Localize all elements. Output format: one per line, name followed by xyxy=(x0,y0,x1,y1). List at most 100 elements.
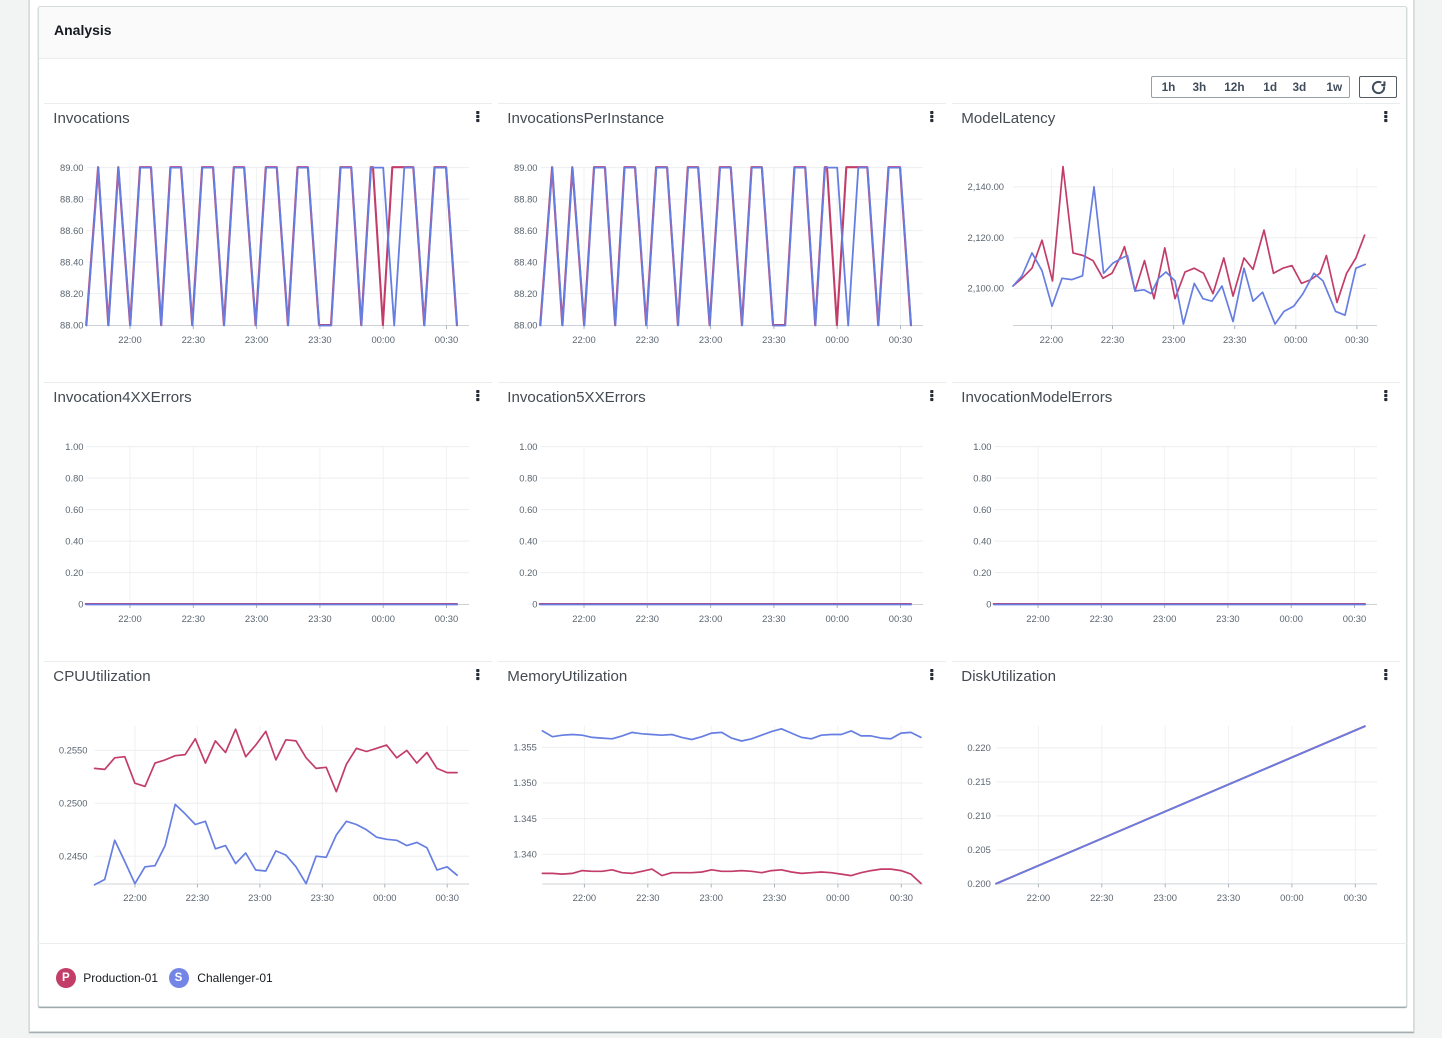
svg-text:ModelLatency: ModelLatency xyxy=(961,110,1055,127)
svg-text:1.00: 1.00 xyxy=(65,441,83,452)
svg-text:0.60: 0.60 xyxy=(973,504,991,515)
svg-text:23:30: 23:30 xyxy=(311,892,334,903)
svg-text:00:00: 00:00 xyxy=(826,892,849,903)
svg-text:88.00: 88.00 xyxy=(514,320,537,331)
svg-text:23:00: 23:00 xyxy=(699,892,722,903)
svg-text:2,120.00: 2,120.00 xyxy=(968,232,1005,243)
svg-text:2,100.00: 2,100.00 xyxy=(968,283,1005,294)
svg-text:23:00: 23:00 xyxy=(245,334,268,345)
svg-text:0.200: 0.200 xyxy=(967,878,990,889)
svg-text:0.60: 0.60 xyxy=(519,504,537,515)
svg-text:0.40: 0.40 xyxy=(65,535,83,546)
svg-text:22:00: 22:00 xyxy=(572,334,595,345)
svg-text:22:30: 22:30 xyxy=(186,892,209,903)
svg-text:22:30: 22:30 xyxy=(1090,892,1113,903)
svg-text:23:30: 23:30 xyxy=(762,334,785,345)
svg-text:1.350: 1.350 xyxy=(513,777,536,788)
svg-text:23:00: 23:00 xyxy=(1153,892,1176,903)
svg-text:00:30: 00:30 xyxy=(1343,613,1366,624)
svg-text:22:00: 22:00 xyxy=(1040,334,1063,345)
svg-text:0.215: 0.215 xyxy=(967,776,990,787)
svg-text:88.80: 88.80 xyxy=(514,193,537,204)
svg-text:0.40: 0.40 xyxy=(519,535,537,546)
svg-text:0.20: 0.20 xyxy=(973,567,991,578)
svg-text:22:00: 22:00 xyxy=(572,613,595,624)
svg-text:InvocationModelErrors: InvocationModelErrors xyxy=(961,389,1112,406)
svg-text:22:30: 22:30 xyxy=(1101,334,1124,345)
svg-text:Invocation4XXErrors: Invocation4XXErrors xyxy=(53,389,191,406)
svg-text:CPUUtilization: CPUUtilization xyxy=(53,668,150,685)
svg-text:0.2500: 0.2500 xyxy=(59,798,88,809)
svg-text:22:30: 22:30 xyxy=(636,334,659,345)
svg-text:00:30: 00:30 xyxy=(890,892,913,903)
svg-text:22:30: 22:30 xyxy=(182,613,205,624)
svg-text:23:00: 23:00 xyxy=(699,613,722,624)
svg-text:00:00: 00:00 xyxy=(371,334,394,345)
svg-text:00:30: 00:30 xyxy=(435,334,458,345)
svg-text:23:30: 23:30 xyxy=(762,613,785,624)
svg-text:0.220: 0.220 xyxy=(967,742,990,753)
svg-text:88.20: 88.20 xyxy=(60,288,83,299)
svg-text:0: 0 xyxy=(532,599,537,610)
svg-text:88.60: 88.60 xyxy=(60,225,83,236)
svg-text:22:30: 22:30 xyxy=(636,892,659,903)
svg-text:0.80: 0.80 xyxy=(973,472,991,483)
svg-text:22:00: 22:00 xyxy=(1027,892,1050,903)
svg-text:1.00: 1.00 xyxy=(973,441,991,452)
svg-text:23:30: 23:30 xyxy=(308,613,331,624)
svg-text:23:30: 23:30 xyxy=(308,334,331,345)
svg-text:0.210: 0.210 xyxy=(967,810,990,821)
svg-text:23:30: 23:30 xyxy=(1223,334,1246,345)
svg-text:0.20: 0.20 xyxy=(519,567,537,578)
svg-text:22:30: 22:30 xyxy=(182,334,205,345)
svg-text:00:00: 00:00 xyxy=(1279,613,1302,624)
svg-text:22:00: 22:00 xyxy=(123,892,146,903)
svg-text:23:00: 23:00 xyxy=(1153,613,1176,624)
svg-text:1.00: 1.00 xyxy=(519,441,537,452)
svg-text:22:00: 22:00 xyxy=(1026,613,1049,624)
svg-text:23:00: 23:00 xyxy=(1162,334,1185,345)
svg-text:00:30: 00:30 xyxy=(889,613,912,624)
svg-text:00:30: 00:30 xyxy=(435,892,458,903)
svg-text:Invocation5XXErrors: Invocation5XXErrors xyxy=(507,389,645,406)
svg-text:23:00: 23:00 xyxy=(248,892,271,903)
svg-text:89.00: 89.00 xyxy=(60,162,83,173)
svg-text:00:30: 00:30 xyxy=(889,334,912,345)
svg-text:88.40: 88.40 xyxy=(60,256,83,267)
svg-text:00:30: 00:30 xyxy=(1344,892,1367,903)
svg-text:0.80: 0.80 xyxy=(65,472,83,483)
svg-text:88.80: 88.80 xyxy=(60,193,83,204)
svg-text:88.20: 88.20 xyxy=(514,288,537,299)
svg-text:88.00: 88.00 xyxy=(60,320,83,331)
svg-text:23:30: 23:30 xyxy=(763,892,786,903)
svg-text:22:30: 22:30 xyxy=(1090,613,1113,624)
svg-text:89.00: 89.00 xyxy=(514,162,537,173)
svg-text:0.80: 0.80 xyxy=(519,472,537,483)
svg-text:00:00: 00:00 xyxy=(825,613,848,624)
svg-text:00:00: 00:00 xyxy=(1280,892,1303,903)
svg-text:23:00: 23:00 xyxy=(699,334,722,345)
svg-text:1.340: 1.340 xyxy=(513,848,536,859)
svg-text:23:00: 23:00 xyxy=(245,613,268,624)
svg-text:1.355: 1.355 xyxy=(513,742,536,753)
svg-text:22:00: 22:00 xyxy=(573,892,596,903)
svg-text:DiskUtilization: DiskUtilization xyxy=(961,668,1056,685)
svg-text:00:00: 00:00 xyxy=(1284,334,1307,345)
svg-text:0.205: 0.205 xyxy=(967,844,990,855)
svg-text:00:00: 00:00 xyxy=(373,892,396,903)
svg-text:00:00: 00:00 xyxy=(371,613,394,624)
svg-text:Invocations: Invocations xyxy=(53,110,129,127)
svg-text:22:30: 22:30 xyxy=(636,613,659,624)
svg-text:00:00: 00:00 xyxy=(825,334,848,345)
svg-text:0: 0 xyxy=(78,599,83,610)
svg-text:88.60: 88.60 xyxy=(514,225,537,236)
svg-text:00:30: 00:30 xyxy=(435,613,458,624)
svg-text:InvocationsPerInstance: InvocationsPerInstance xyxy=(507,110,664,127)
svg-text:0.40: 0.40 xyxy=(973,535,991,546)
svg-text:0.20: 0.20 xyxy=(65,567,83,578)
svg-text:23:30: 23:30 xyxy=(1217,892,1240,903)
svg-text:22:00: 22:00 xyxy=(118,334,141,345)
svg-text:22:00: 22:00 xyxy=(118,613,141,624)
svg-text:0.60: 0.60 xyxy=(65,504,83,515)
svg-text:00:30: 00:30 xyxy=(1345,334,1368,345)
